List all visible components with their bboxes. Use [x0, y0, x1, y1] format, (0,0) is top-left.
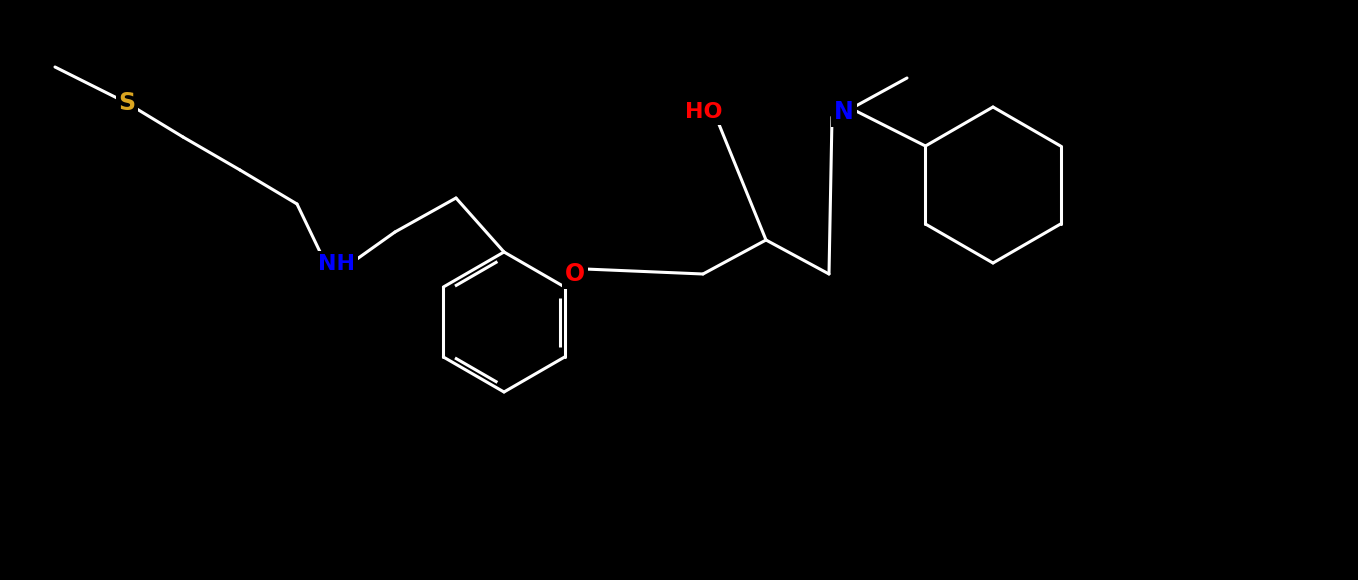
Text: HO: HO — [686, 102, 722, 122]
Text: N: N — [834, 100, 854, 124]
Text: NH: NH — [319, 254, 356, 274]
Text: O: O — [565, 262, 585, 286]
Text: S: S — [118, 91, 136, 115]
